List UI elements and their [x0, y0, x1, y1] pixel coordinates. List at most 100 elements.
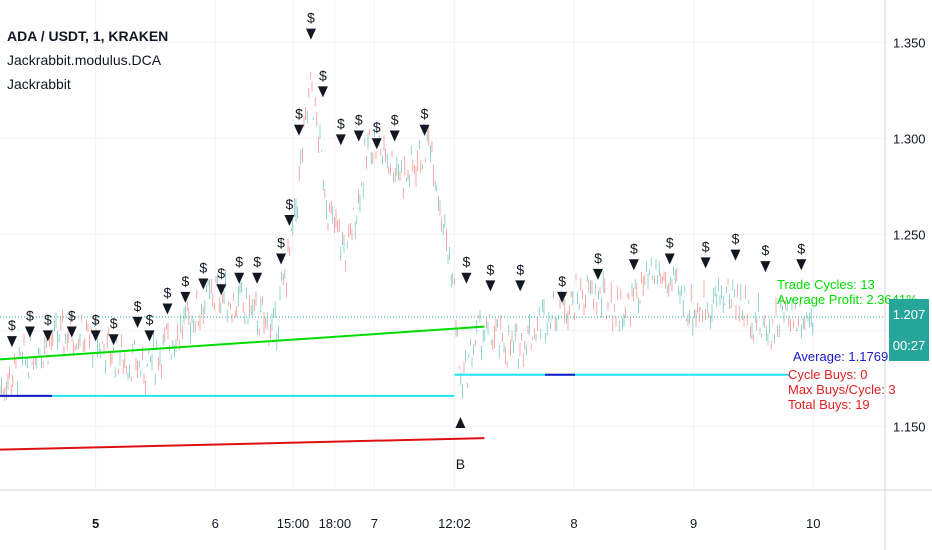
x-tick-label: 6: [212, 516, 219, 531]
sell-triangle-icon: [317, 86, 328, 98]
sell-triangle-icon: [557, 291, 568, 303]
indicator-lines: [0, 316, 885, 451]
sell-triangle-icon: [592, 268, 603, 280]
y-tick-label: 1.300: [893, 131, 926, 146]
sell-marker-label: $: [337, 115, 345, 131]
sell-triangle-icon: [796, 259, 807, 271]
buy-triangle-icon: [455, 416, 466, 428]
sell-triangle-icon: [252, 272, 263, 284]
sell-marker-label: $: [463, 254, 471, 270]
average-stat: Average: 1.1769: [793, 349, 888, 364]
chart-grid: [0, 0, 885, 490]
sell-marker-label: $: [68, 308, 76, 324]
trade-markers: $ $ $ $ $ $ $ $ $ $ $ $ $ $ $ $ $ $ $ $ $ $ $ $ $ $ $ $ $ $ $ $ $ $ $ B: [6, 10, 807, 472]
y-tick-label: 1.150: [893, 420, 926, 435]
sell-marker-label: $: [146, 311, 154, 327]
sell-marker-label: $: [630, 240, 638, 256]
sell-marker-label: $: [253, 254, 261, 270]
symbol-title: ADA / USDT, 1, KRAKEN: [7, 28, 169, 44]
sell-triangle-icon: [180, 291, 191, 303]
bar-countdown: 00:27: [892, 338, 926, 353]
buy-marker-label: B: [456, 456, 465, 472]
x-tick-label: 15:00: [277, 516, 310, 531]
y-tick-label: 1.350: [893, 35, 926, 50]
sell-marker-label: $: [110, 315, 118, 331]
sell-triangle-icon: [284, 215, 295, 227]
max-buys-text: Max Buys/Cycle: 3: [788, 382, 896, 397]
sell-triangle-icon: [419, 124, 430, 136]
sell-triangle-icon: [66, 326, 77, 338]
current-price-value: 1.207: [892, 307, 926, 322]
sell-triangle-icon: [371, 138, 382, 150]
sell-marker-label: $: [762, 242, 770, 258]
sell-marker-label: $: [702, 238, 710, 254]
price-candles: [0, 72, 814, 401]
sell-marker-label: $: [666, 234, 674, 250]
sell-triangle-icon: [664, 253, 675, 265]
sell-triangle-icon: [162, 303, 173, 315]
sell-marker-label: $: [8, 317, 16, 333]
sell-marker-label: $: [558, 273, 566, 289]
sell-triangle-icon: [108, 334, 119, 346]
sell-triangle-icon: [24, 326, 35, 338]
sell-triangle-icon: [628, 259, 639, 271]
sell-marker-label: $: [277, 234, 285, 250]
sell-marker-label: $: [44, 311, 52, 327]
study-label: Jackrabbit: [7, 76, 71, 92]
sell-marker-label: $: [391, 112, 399, 128]
sell-triangle-icon: [700, 257, 711, 269]
indicator-line: [0, 437, 485, 451]
sell-triangle-icon: [760, 261, 771, 273]
sell-triangle-icon: [305, 28, 316, 40]
x-tick-label: 5: [92, 516, 99, 531]
x-tick-label: 9: [690, 516, 697, 531]
average-text: Average: 1.1769: [793, 349, 889, 364]
sell-marker-label: $: [421, 106, 429, 122]
sell-marker-label: $: [164, 284, 172, 300]
sell-marker-label: $: [235, 254, 243, 270]
x-tick-label: 8: [570, 516, 577, 531]
sell-marker-label: $: [797, 240, 805, 256]
sell-triangle-icon: [234, 272, 245, 284]
sell-marker-label: $: [295, 106, 303, 122]
sell-marker-label: $: [134, 298, 142, 314]
profit-stats: Trade Cycles: 13 Average Profit: 2.3641%: [777, 277, 918, 307]
sell-triangle-icon: [293, 124, 304, 136]
indicator-line: [0, 325, 485, 361]
sell-triangle-icon: [42, 330, 53, 342]
sell-marker-label: $: [217, 265, 225, 281]
sell-triangle-icon: [353, 130, 364, 142]
sell-triangle-icon: [485, 280, 496, 292]
buy-stats: Cycle Buys: 0 Max Buys/Cycle: 3 Total Bu…: [788, 367, 896, 412]
sell-triangle-icon: [132, 316, 143, 328]
x-tick-label: 12:02: [438, 516, 471, 531]
sell-marker-label: $: [355, 112, 363, 128]
sell-marker-label: $: [732, 231, 740, 247]
sell-triangle-icon: [6, 336, 17, 348]
current-price-tag: 1.207 00:27: [889, 299, 929, 361]
total-buys-text: Total Buys: 19: [788, 397, 870, 412]
sell-triangle-icon: [276, 253, 287, 265]
sell-marker-label: $: [486, 261, 494, 277]
chart-legend: ADA / USDT, 1, KRAKEN Jackrabbit.modulus…: [7, 24, 168, 96]
y-tick-label: 1.250: [893, 227, 926, 242]
study-name: Jackrabbit.modulus.DCA: [7, 52, 162, 68]
sell-triangle-icon: [144, 330, 155, 342]
sell-triangle-icon: [461, 272, 472, 284]
sell-marker-label: $: [319, 67, 327, 83]
sell-marker-label: $: [199, 259, 207, 275]
sell-triangle-icon: [198, 278, 209, 290]
sell-marker-label: $: [286, 196, 294, 212]
cycle-buys-text: Cycle Buys: 0: [788, 367, 868, 382]
trade-cycles-text: Trade Cycles: 13: [777, 277, 875, 292]
sell-triangle-icon: [335, 134, 346, 146]
x-tick-label: 18:00: [319, 516, 352, 531]
average-profit-text: Average Profit: 2.3641%: [777, 292, 918, 307]
sell-marker-label: $: [92, 311, 100, 327]
x-tick-label: 10: [806, 516, 820, 531]
sell-marker-label: $: [307, 10, 315, 26]
sell-marker-label: $: [181, 273, 189, 289]
x-tick-label: 7: [371, 516, 378, 531]
